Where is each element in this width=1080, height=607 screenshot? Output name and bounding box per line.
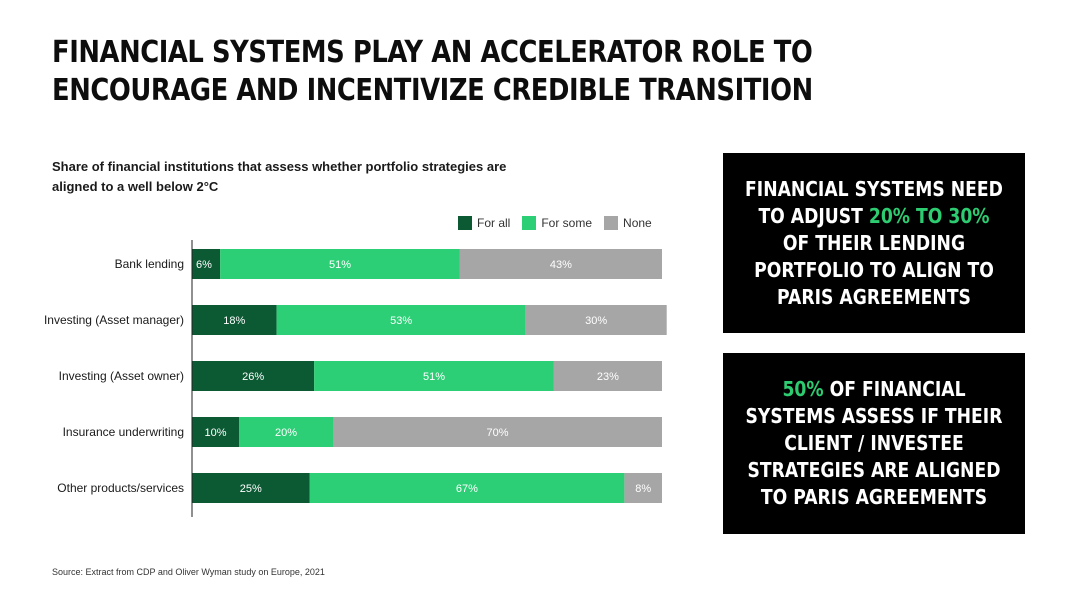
- page-title: FINANCIAL SYSTEMS PLAY AN ACCELERATOR RO…: [52, 35, 813, 108]
- callout-highlight: 50%: [782, 377, 824, 401]
- source-note: Source: Extract from CDP and Oliver Wyma…: [52, 567, 325, 577]
- data-label: 23%: [597, 371, 619, 383]
- bar-for-all-other-products-services: [192, 473, 310, 503]
- bar-for-some-bank-lending: [220, 249, 460, 279]
- category-label-bank-lending: Bank lending: [115, 257, 184, 271]
- bar-none-insurance-underwriting: [333, 417, 662, 447]
- stacked-bar-chart: Bank lending 6% 51% 43% Investing (Asset man…: [44, 240, 667, 517]
- legend-label-for-some: For some: [541, 216, 593, 230]
- category-label-investing-asset-owner: Investing (Asset owner): [59, 369, 184, 383]
- legend-item-none: None: [604, 216, 652, 230]
- data-label: 8%: [635, 483, 651, 495]
- category-label-insurance-underwriting: Insurance underwriting: [63, 425, 184, 439]
- bar-none-investing-asset-owner: [553, 361, 662, 391]
- category-label-investing-asset-manager: Investing (Asset manager): [44, 313, 184, 327]
- data-label: 51%: [329, 259, 351, 271]
- legend-item-for-all: For all: [458, 216, 510, 230]
- data-label: 67%: [456, 483, 478, 495]
- callout-assessment-share: 50% OF FINANCIAL SYSTEMS ASSESS IF THEIR…: [723, 353, 1025, 534]
- callout-lending-portfolio: FINANCIAL SYSTEMS NEED TO ADJUST 20% TO …: [723, 153, 1025, 333]
- bar-for-all-investing-asset-manager: [192, 305, 277, 335]
- callout-text: FINANCIAL SYSTEMS NEED TO ADJUST 20% TO …: [744, 176, 1004, 311]
- legend-item-for-some: For some: [522, 216, 592, 230]
- data-label: 20%: [275, 427, 297, 439]
- data-label: 43%: [550, 259, 572, 271]
- bar-for-some-investing-asset-owner: [314, 361, 554, 391]
- bar-for-all-bank-lending: [192, 249, 221, 279]
- bar-for-all-insurance-underwriting: [192, 417, 239, 447]
- legend-swatch-for-some: [522, 216, 537, 230]
- data-label: 30%: [585, 315, 607, 327]
- data-label: 51%: [423, 371, 445, 383]
- bar-for-all-investing-asset-owner: [192, 361, 315, 391]
- callout-text-post: OF THEIR LENDING PORTFOLIO TO ALIGN TO P…: [754, 230, 994, 309]
- data-label: 18%: [223, 315, 245, 327]
- chart-title: Share of financial institutions that ass…: [52, 159, 507, 194]
- data-label: 53%: [390, 315, 412, 327]
- bar-for-some-other-products-services: [309, 473, 625, 503]
- callout-text: 50% OF FINANCIAL SYSTEMS ASSESS IF THEIR…: [744, 376, 1004, 511]
- data-label: 25%: [240, 483, 262, 495]
- category-label-other-products-services: Other products/services: [57, 481, 184, 495]
- legend-swatch-for-all: [458, 216, 472, 230]
- bar-for-some-insurance-underwriting: [239, 417, 333, 447]
- legend-label-none: None: [623, 216, 652, 230]
- data-label: 6%: [196, 259, 212, 271]
- callout-text-pre: FINANCIAL SYSTEMS NEED TO ADJUST: [745, 176, 1003, 228]
- bar-none-other-products-services: [624, 473, 662, 503]
- bar-none-bank-lending: [459, 249, 662, 279]
- legend-label-for-all: For all: [477, 216, 511, 230]
- callout-highlight: 20% TO 30%: [868, 203, 990, 228]
- bar-none-investing-asset-manager: [525, 305, 667, 335]
- data-label: 70%: [486, 427, 508, 439]
- callout-text-post: OF FINANCIAL SYSTEMS ASSESS IF THEIR CLI…: [745, 377, 1003, 509]
- legend-swatch-none: [604, 216, 619, 230]
- bar-for-some-investing-asset-manager: [276, 305, 526, 335]
- data-label: 26%: [242, 371, 264, 383]
- data-label: 10%: [204, 427, 226, 439]
- chart-legend: For all For some None: [458, 216, 652, 230]
